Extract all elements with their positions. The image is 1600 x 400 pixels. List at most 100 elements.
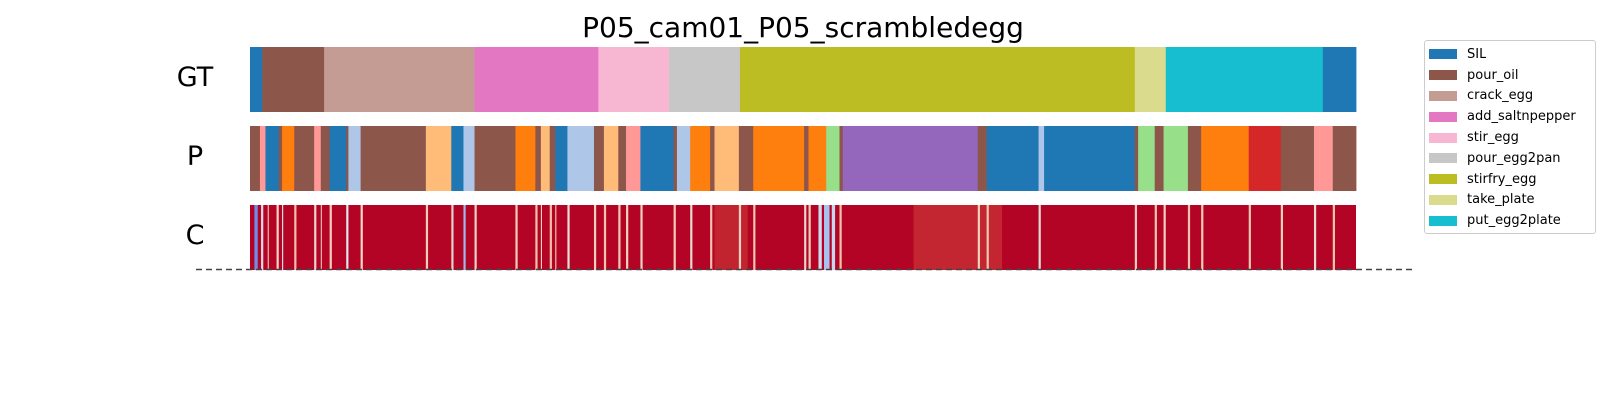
legend-item-sil: SIL	[1425, 44, 1595, 65]
confidence-stripe	[618, 205, 621, 270]
segment-bar	[567, 126, 595, 191]
segment-bar	[739, 47, 1136, 112]
segment-bar	[320, 126, 331, 191]
segment-bar	[1248, 126, 1282, 191]
confidence-stripe	[320, 205, 322, 270]
confidence-base	[250, 205, 1356, 270]
legend-label: pour_egg2pan	[1467, 150, 1561, 166]
legend-label: take_plate	[1467, 192, 1535, 208]
segment-bar	[977, 126, 987, 191]
segment-bar	[515, 126, 536, 191]
legend-label: SIL	[1467, 46, 1487, 62]
segment-bar	[1134, 47, 1167, 112]
segment-bar	[250, 47, 263, 112]
segment-bar	[1187, 126, 1202, 191]
confidence-stripe	[1248, 205, 1251, 270]
segment-bar	[451, 126, 464, 191]
segment-bar	[826, 126, 840, 191]
segment-bar	[348, 126, 361, 191]
confidence-stripe	[425, 205, 429, 270]
confidence-stripe	[1134, 205, 1138, 270]
confidence-stripe	[824, 205, 830, 270]
confidence-stripe	[673, 205, 676, 270]
row-label-gt: GT	[176, 62, 214, 93]
segment-bar	[360, 126, 427, 191]
legend-item-pour-egg2pan: pour_egg2pan	[1425, 148, 1595, 169]
confidence-stripe	[1280, 205, 1283, 270]
confidence-stripe	[804, 205, 807, 270]
confidence-stripe	[329, 205, 332, 270]
segment-bar	[839, 126, 844, 191]
segment-bar	[986, 126, 1039, 191]
legend-item-stirfry-egg: stirfry_egg	[1425, 169, 1595, 190]
confidence-stripe	[1201, 205, 1204, 270]
confidence-stripe	[593, 205, 597, 270]
segment-bar	[1201, 126, 1250, 191]
segment-bar	[463, 126, 475, 191]
legend-item-add-saltnpepper: add_saltnpepper	[1425, 106, 1595, 127]
confidence-stripe	[1332, 205, 1335, 270]
segment-bar	[1138, 126, 1156, 191]
confidence-stripe	[535, 205, 538, 270]
segment-bar	[346, 126, 349, 191]
segment-bar	[282, 126, 295, 191]
confidence-stripe	[567, 205, 570, 270]
segment-bar	[710, 126, 715, 191]
legend-label: add_saltnpepper	[1467, 109, 1576, 125]
segment-bar	[265, 126, 280, 191]
segment-bar	[1038, 126, 1045, 191]
segment-bar	[1163, 126, 1189, 191]
confidence-stripe	[626, 205, 629, 270]
segment-bar	[676, 126, 691, 191]
segment-bar	[714, 126, 740, 191]
segment-bar	[474, 47, 599, 112]
confidence-stripe	[555, 205, 557, 270]
segment-bar	[314, 126, 322, 191]
confidence-stripe	[839, 205, 842, 270]
confidence-stripe	[451, 205, 454, 270]
legend-swatch	[1429, 132, 1457, 143]
segment-bar	[555, 126, 568, 191]
confidence-stripe	[474, 205, 477, 270]
segment-bar	[1332, 126, 1357, 191]
segment-bar	[690, 126, 711, 191]
confidence-stripe	[1154, 205, 1157, 270]
confidence-stripe	[818, 205, 822, 270]
row-gt-bars	[250, 47, 1357, 112]
confidence-stripe	[831, 205, 836, 270]
confidence-band	[714, 205, 748, 270]
segment-bar	[603, 126, 619, 191]
confidence-stripe	[603, 205, 607, 270]
confidence-stripe	[1038, 205, 1041, 270]
row-label-c: C	[185, 220, 205, 251]
segment-bar	[278, 126, 283, 191]
segment-bar	[618, 126, 627, 191]
confidence-stripe	[640, 205, 643, 270]
segment-bar	[804, 126, 809, 191]
legend-item-put-egg2plate: put_egg2plate	[1425, 210, 1595, 231]
segment-bar	[1322, 47, 1357, 112]
legend-label: stirfry_egg	[1467, 171, 1537, 187]
confidence-stripe	[986, 205, 989, 270]
segment-bar	[324, 47, 475, 112]
confidence-stripe	[710, 205, 713, 270]
legend-swatch	[1429, 70, 1457, 81]
confidence-stripe	[276, 205, 279, 270]
confidence-stripe	[452, 205, 454, 270]
confidence-stripe	[808, 205, 811, 270]
legend-swatch	[1429, 174, 1457, 185]
legend-swatch	[1429, 153, 1457, 164]
confidence-stripe	[360, 205, 363, 270]
confidence-stripe	[549, 205, 552, 270]
legend-item-crack-egg: crack_egg	[1425, 86, 1595, 107]
segment-bar	[540, 126, 551, 191]
confidence-stripe	[254, 205, 258, 270]
segment-bar	[1313, 126, 1334, 191]
confidence-stripe	[753, 205, 756, 270]
legend-swatch	[1429, 111, 1457, 122]
confidence-stripe	[463, 205, 466, 270]
legend-item-stir-egg: stir_egg	[1425, 127, 1595, 148]
segment-bar	[753, 126, 805, 191]
